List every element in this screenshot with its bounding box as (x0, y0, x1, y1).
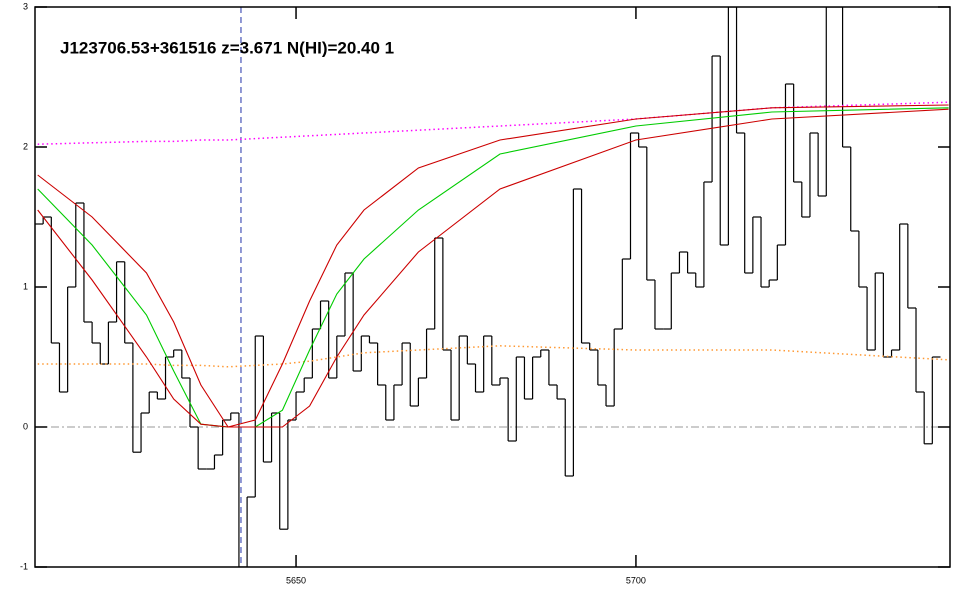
x-tick-label: 5700 (626, 575, 646, 585)
y-tick-label: 2 (23, 141, 28, 151)
y-tick-label: -1 (20, 561, 28, 571)
model-curve (37, 108, 949, 428)
x-tick-label: 5650 (286, 575, 306, 585)
dotted-curve (37, 345, 949, 368)
dotted-curve (37, 101, 949, 145)
y-tick-label: 0 (23, 421, 28, 431)
model-curve (37, 107, 949, 428)
plot-area (35, 7, 950, 567)
chart-title: J123706.53+361516 z=3.671 N(HI)=20.40 1 (60, 38, 394, 57)
plot-frame (34, 6, 951, 568)
model-curve (37, 104, 949, 428)
y-tick-label: 1 (23, 281, 28, 291)
y-tick-label: 3 (23, 1, 28, 11)
